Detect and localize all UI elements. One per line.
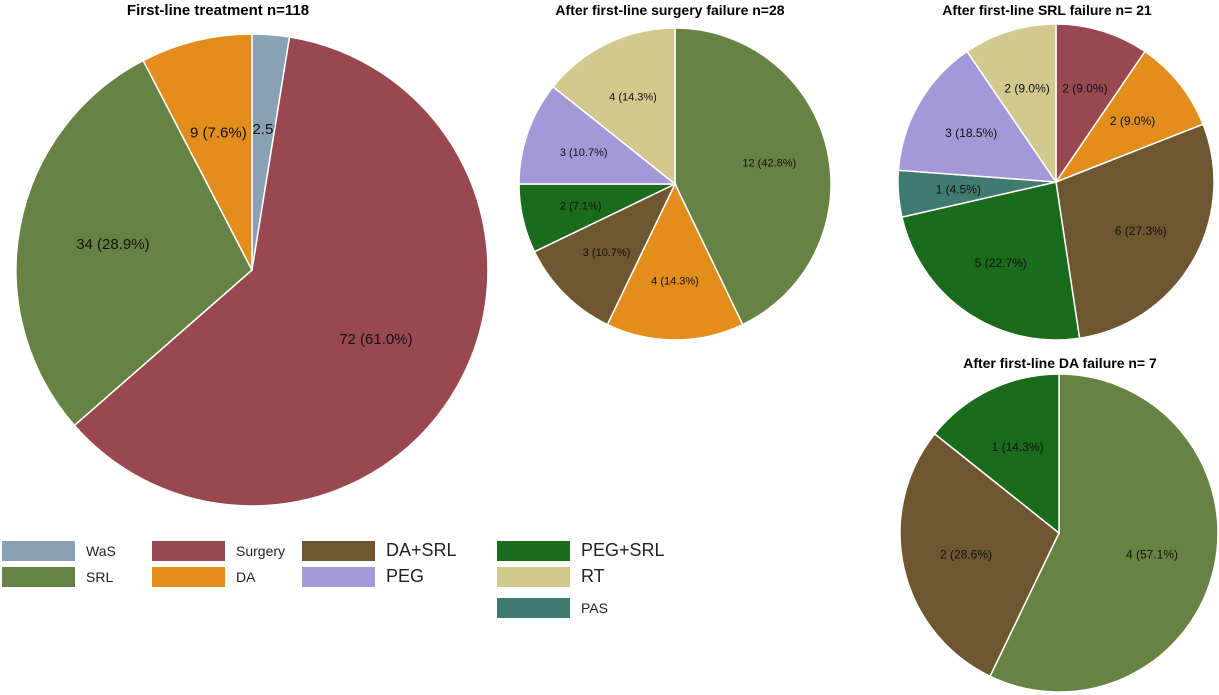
pie-chart-3: After first-line SRL failure n= 21 2 (9.0… — [897, 2, 1215, 341]
slice-label-peg: 3 (18.5%) — [945, 126, 997, 140]
legend-item-srl: SRL — [2, 567, 113, 587]
slice-label-surgery: 72 (61.0%) — [339, 331, 412, 348]
pie-slice-da — [142, 33, 253, 271]
legend-item-pas: PAS — [497, 598, 608, 618]
pie-slice-surgery — [1055, 23, 1147, 185]
pie-slice-peg-plus-srl — [901, 181, 1081, 341]
legend-label: SRL — [86, 569, 113, 585]
slice-label-da-plus-srl: 2 (28.6%) — [940, 547, 992, 561]
legend-label: DA+SRL — [386, 540, 457, 560]
legend-swatch — [2, 567, 75, 587]
legend-item-peg-plus-srl: PEG+SRL — [497, 540, 665, 561]
pie-slice-srl — [989, 373, 1219, 693]
slice-label-peg-plus-srl: 2 (7.1%) — [560, 200, 602, 212]
legend-item-was: WaS — [2, 541, 116, 561]
pie-slice-da — [1054, 50, 1205, 184]
slice-label-peg-plus-srl: 5 (22.7%) — [975, 256, 1027, 270]
pie-slice-da — [606, 182, 744, 341]
legend-label: PEG+SRL — [581, 540, 665, 560]
legend-label: DA — [236, 569, 256, 585]
slice-label-surgery: 2 (9.0%) — [1062, 82, 1107, 96]
legend: WaS Surgery DA+SRL PEG+SRL SRL DA PEG RT PAS — [2, 540, 665, 618]
slice-label-rt: 4 (14.3%) — [609, 92, 657, 104]
pie-slice-da-plus-srl — [899, 432, 1060, 678]
legend-swatch — [152, 567, 225, 587]
slice-label-peg: 3 (10.7%) — [560, 147, 608, 159]
legend-label: RT — [581, 566, 605, 586]
legend-swatch — [2, 541, 75, 561]
pie-chart-2: After first-line surgery failure n=28 12 … — [518, 2, 832, 341]
legend-swatch — [302, 567, 375, 587]
legend-label: PEG — [386, 566, 424, 586]
slice-label-srl: 4 (57.1%) — [1126, 547, 1178, 561]
legend-swatch — [497, 598, 570, 618]
slice-label-rt: 2 (9.0%) — [1004, 82, 1049, 96]
slice-label-pas: 1 (4.5%) — [936, 183, 981, 197]
legend-label: Surgery — [236, 543, 285, 559]
slice-label-da: 4 (14.3%) — [651, 276, 699, 288]
chart-title: After first-line surgery failure n=28 — [555, 2, 784, 18]
pie-slice-srl — [15, 59, 253, 427]
legend-item-da: DA — [152, 567, 256, 587]
pie-slice-peg — [897, 50, 1058, 183]
legend-swatch — [152, 541, 225, 561]
pie-slice-da-plus-srl — [1055, 123, 1215, 340]
legend-swatch — [497, 567, 570, 587]
slice-label-peg-plus-srl: 1 (14.3%) — [992, 440, 1044, 454]
slice-label-da-plus-srl: 6 (27.3%) — [1115, 224, 1167, 238]
legend-label: WaS — [86, 543, 116, 559]
legend-item-surgery: Surgery — [152, 541, 285, 561]
legend-item-rt: RT — [497, 566, 605, 587]
legend-item-peg: PEG — [302, 566, 424, 587]
slice-label-da: 9 (7.6%) — [190, 125, 247, 142]
pie-slice-rt — [965, 23, 1057, 185]
slice-label-da-plus-srl: 3 (10.7%) — [583, 247, 631, 259]
slice-label-da: 2 (9.0%) — [1110, 114, 1155, 128]
slice-label-srl: 34 (28.9%) — [76, 236, 149, 253]
pie-slice-peg-plus-srl — [933, 373, 1060, 535]
chart-title: After first-line SRL failure n= 21 — [942, 2, 1152, 18]
chart-title: First-line treatment n=118 — [127, 2, 309, 19]
pie-slice-surgery — [73, 36, 489, 507]
slice-label-srl: 12 (42.8%) — [742, 157, 796, 169]
legend-item-da-plus-srl: DA+SRL — [302, 540, 457, 561]
pie-slice-da-plus-srl — [533, 182, 677, 326]
legend-swatch — [497, 541, 570, 561]
pie-slice-srl — [674, 27, 832, 326]
legend-swatch — [302, 541, 375, 561]
legend-label: PAS — [581, 600, 608, 616]
pie-chart-4: After first-line DA failure n= 7 4 (57.1%… — [899, 355, 1219, 693]
pie-slice-peg — [518, 85, 678, 185]
chart-title: After first-line DA failure n= 7 — [963, 355, 1157, 371]
pie-slice-rt — [551, 27, 676, 186]
